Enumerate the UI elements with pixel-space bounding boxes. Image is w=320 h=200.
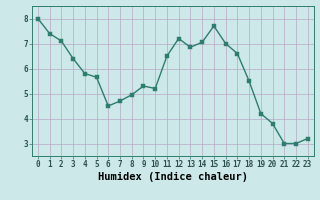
X-axis label: Humidex (Indice chaleur): Humidex (Indice chaleur) (98, 172, 248, 182)
